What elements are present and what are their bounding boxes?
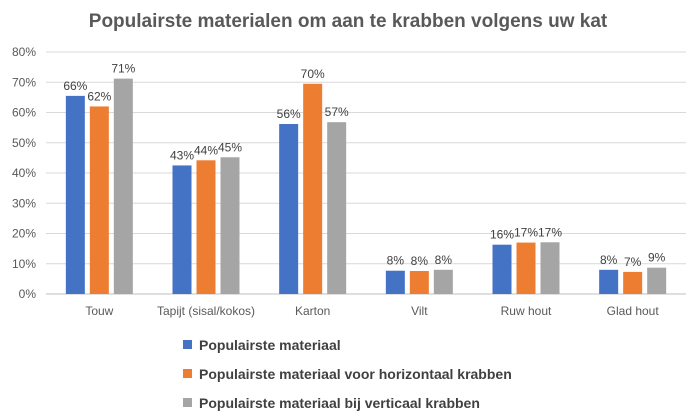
y-tick-label: 70% [12,75,36,89]
data-label: 44% [194,143,218,157]
data-label: 71% [111,62,135,76]
legend-label: Populairste materiaal [199,337,341,353]
data-label: 8% [387,254,405,268]
bar-tapijt-sisal-kokos-series-2 [196,160,216,294]
bar-ruw-hout-series-1 [492,244,512,294]
legend: Populairste materiaal Populairste materia… [183,337,512,411]
bar-glad-hout-series-2 [623,271,643,294]
bar-touw-series-2 [89,106,109,294]
data-label: 9% [648,251,666,265]
bar-touw-series-1 [65,95,85,294]
bar-glad-hout-series-3 [647,267,667,294]
bar-vilt-series-2 [409,271,429,294]
bar-ruw-hout-series-3 [540,242,560,294]
bar-ruw-hout-series-2 [516,242,536,294]
bar-touw-series-3 [113,78,133,295]
y-tick-label: 60% [12,106,36,120]
bars [65,78,667,295]
category-label: Vilt [411,304,428,318]
data-label: 16% [490,228,514,242]
y-tick-label: 10% [12,257,36,271]
bar-vilt-series-1 [385,270,405,294]
data-label: 7% [624,255,642,269]
data-label: 17% [514,226,538,240]
bar-glad-hout-series-1 [599,269,619,294]
legend-label: Populairste materiaal voor horizontaal k… [199,366,512,382]
legend-swatch [183,398,192,407]
bar-vilt-series-3 [433,269,453,294]
data-label: 8% [600,253,618,267]
data-label: 8% [435,253,453,267]
category-label: Touw [85,304,113,318]
legend-label: Populairste materiaal bij verticaal krab… [199,395,480,411]
bar-karton-series-3 [327,122,347,295]
gridlines [46,51,686,295]
bar-tapijt-sisal-kokos-series-3 [220,157,240,294]
y-tick-label: 30% [12,196,36,210]
y-tick-label: 40% [12,166,36,180]
bar-tapijt-sisal-kokos-series-1 [172,165,192,294]
category-label: Tapijt (sisal/kokos) [157,304,255,318]
data-label: 62% [87,89,111,103]
data-labels: 66%62%71%43% 44% 45%56%70%57%8% 8% 8%16% 17% 1… [63,62,665,269]
legend-swatch [183,369,192,378]
legend-swatch [183,340,192,349]
chart-title: Populairste materialen om aan te krabben… [89,11,608,32]
y-tick-label: 80% [12,45,36,59]
y-tick-label: 20% [12,227,36,241]
category-label: Glad hout [607,304,660,318]
data-label: 17% [538,225,562,239]
y-tick-label: 50% [12,136,36,150]
category-label: Karton [295,304,330,318]
data-label: 57% [325,105,349,119]
data-label: 45% [218,140,242,154]
data-label: 66% [63,79,87,93]
data-label: 70% [301,67,325,81]
data-label: 8% [411,254,429,268]
y-tick-label: 0% [19,287,37,301]
category-label: Ruw hout [501,304,552,318]
bar-karton-series-1 [279,123,299,295]
data-label: 56% [277,107,301,121]
y-axis-ticks: 0% 10% 20% 30% 40% 50% 60% 70% 80% [12,45,36,301]
x-axis-categories: Touw Tapijt (sisal/kokos) Karton Vilt Ruw ho… [85,304,659,318]
data-label: 43% [170,148,194,162]
bar-karton-series-2 [303,83,323,294]
